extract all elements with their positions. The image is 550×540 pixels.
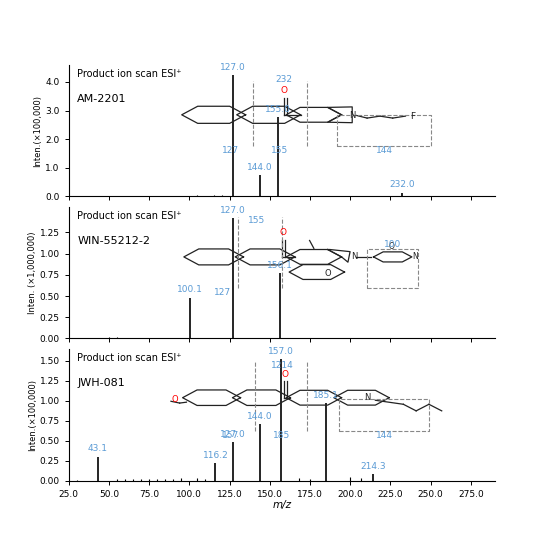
Text: 156.1: 156.1 bbox=[267, 261, 293, 270]
Text: WIN-55212-2: WIN-55212-2 bbox=[77, 236, 150, 246]
X-axis label: m/z: m/z bbox=[272, 500, 292, 510]
Text: N: N bbox=[349, 111, 355, 120]
Text: 157.0: 157.0 bbox=[268, 347, 294, 356]
Text: N: N bbox=[351, 252, 358, 261]
Text: O: O bbox=[282, 370, 289, 379]
Text: O: O bbox=[280, 86, 288, 95]
Text: 100: 100 bbox=[384, 240, 402, 249]
Text: N: N bbox=[364, 393, 371, 402]
Text: 127: 127 bbox=[213, 288, 231, 298]
Text: O: O bbox=[389, 241, 395, 251]
Text: 127: 127 bbox=[222, 146, 239, 156]
Text: Product ion scan ESI⁺: Product ion scan ESI⁺ bbox=[77, 353, 182, 363]
Text: 232.0: 232.0 bbox=[389, 180, 415, 190]
Text: 43.1: 43.1 bbox=[88, 444, 108, 454]
Text: 144: 144 bbox=[376, 146, 393, 156]
Text: 157: 157 bbox=[222, 430, 239, 440]
Text: 155.0: 155.0 bbox=[265, 105, 291, 113]
Text: 144.0: 144.0 bbox=[248, 163, 273, 172]
Text: 185: 185 bbox=[273, 430, 290, 440]
Text: O: O bbox=[324, 269, 331, 278]
Text: 127.0: 127.0 bbox=[220, 430, 246, 439]
Text: 214.3: 214.3 bbox=[360, 462, 386, 471]
Text: JWH-081: JWH-081 bbox=[77, 378, 125, 388]
Text: 127.0: 127.0 bbox=[220, 63, 246, 71]
Text: 116.2: 116.2 bbox=[202, 451, 228, 460]
Text: O: O bbox=[279, 228, 287, 237]
Text: 100.1: 100.1 bbox=[177, 286, 202, 294]
Text: AM-2201: AM-2201 bbox=[77, 94, 127, 104]
Y-axis label: Inten. (×1,000,000): Inten. (×1,000,000) bbox=[28, 232, 37, 314]
Text: O: O bbox=[172, 395, 178, 404]
Text: 232: 232 bbox=[276, 75, 293, 84]
Text: 155: 155 bbox=[248, 216, 265, 225]
Text: N: N bbox=[412, 252, 417, 261]
Text: 185.1: 185.1 bbox=[314, 391, 339, 400]
Text: 144: 144 bbox=[376, 430, 393, 440]
Y-axis label: Inten.(×100,000): Inten.(×100,000) bbox=[34, 94, 42, 167]
Text: 1214: 1214 bbox=[271, 361, 293, 370]
Text: Product ion scan ESI⁺: Product ion scan ESI⁺ bbox=[77, 211, 182, 221]
Text: 144.0: 144.0 bbox=[248, 411, 273, 421]
Text: F: F bbox=[410, 112, 415, 120]
Text: Product ion scan ESI⁺: Product ion scan ESI⁺ bbox=[77, 69, 182, 79]
Y-axis label: Inten.(×100,000): Inten.(×100,000) bbox=[28, 379, 37, 451]
Text: 155: 155 bbox=[271, 146, 288, 156]
Text: 127.0: 127.0 bbox=[220, 206, 246, 215]
